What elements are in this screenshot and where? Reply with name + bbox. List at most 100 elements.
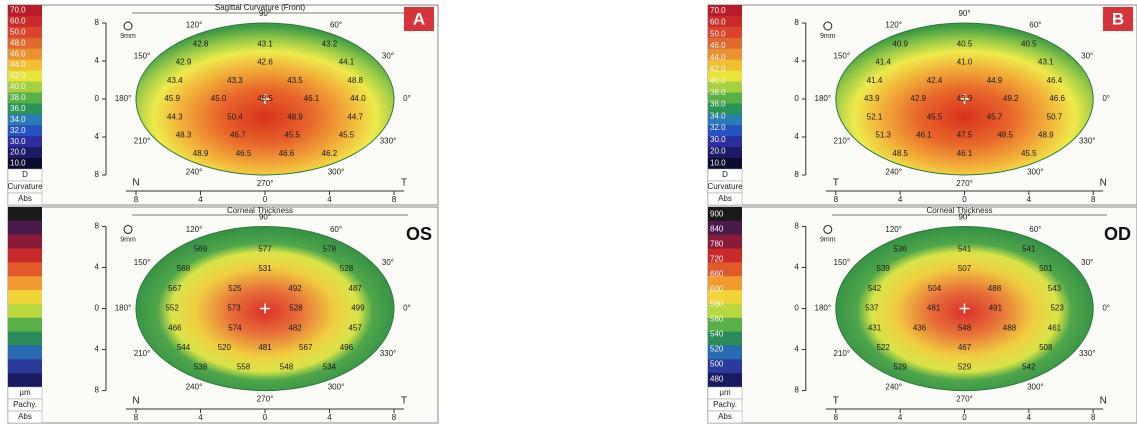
scale-footer-label: Abs bbox=[18, 412, 32, 421]
panel-label: A bbox=[413, 9, 425, 28]
y-tick-label: 4 bbox=[95, 345, 100, 354]
angle-label: 0° bbox=[403, 94, 411, 103]
zoom-label: 9mm bbox=[120, 33, 136, 40]
scale-swatch bbox=[708, 70, 742, 83]
side-label: T bbox=[833, 178, 839, 189]
x-tick-label: 0 bbox=[263, 413, 268, 422]
y-tick-label: 8 bbox=[794, 18, 799, 27]
angle-label: 90° bbox=[259, 213, 271, 222]
scale-label: 60.0 bbox=[10, 17, 26, 26]
scale-label: 10.0 bbox=[710, 158, 726, 167]
map-value: 50.7 bbox=[1047, 112, 1063, 121]
scale-swatch bbox=[708, 373, 742, 388]
y-tick-label: 8 bbox=[95, 170, 100, 179]
map-value: 548 bbox=[280, 363, 294, 372]
scale-swatch bbox=[708, 81, 742, 93]
map-value: 52.1 bbox=[867, 112, 883, 121]
map-value: 492 bbox=[288, 284, 302, 293]
angle-label: 270° bbox=[956, 395, 973, 404]
angle-label: 150° bbox=[834, 258, 851, 267]
x-tick-label: 4 bbox=[327, 413, 332, 422]
x-tick-label: 8 bbox=[1091, 413, 1096, 422]
map-value: 578 bbox=[323, 245, 337, 254]
x-tick-label: 0 bbox=[263, 195, 268, 204]
scale-label: 70.0 bbox=[10, 6, 26, 15]
angle-label: 240° bbox=[186, 383, 203, 392]
map-value: 41.4 bbox=[875, 58, 891, 67]
map-value: 48.5 bbox=[997, 131, 1013, 140]
y-tick-label: 4 bbox=[794, 132, 799, 141]
x-tick-label: 4 bbox=[898, 413, 903, 422]
map-value: 539 bbox=[877, 264, 891, 273]
panel-badge bbox=[1103, 7, 1133, 31]
scale-swatch bbox=[8, 234, 42, 250]
scale-label: 660 bbox=[710, 270, 724, 279]
map-value: 43.4 bbox=[167, 76, 183, 85]
map-value: 534 bbox=[323, 363, 337, 372]
scale-footer-label: µm bbox=[19, 388, 31, 397]
angle-label: 0° bbox=[403, 304, 411, 313]
map-value: 496 bbox=[340, 343, 354, 352]
scale-swatch bbox=[8, 331, 42, 346]
angle-label: 330° bbox=[1079, 349, 1096, 358]
map-value: 45.9 bbox=[164, 94, 180, 103]
map-value: 46.1 bbox=[957, 149, 973, 158]
map-value: 577 bbox=[258, 245, 272, 254]
scale-swatch bbox=[708, 303, 742, 319]
map-value: 42.9 bbox=[176, 58, 192, 67]
scale-label: 34.0 bbox=[710, 111, 726, 120]
scale-footer-label: Pachy. bbox=[713, 400, 737, 409]
angle-label: 30° bbox=[1081, 258, 1093, 267]
zoom-icon bbox=[823, 224, 833, 234]
side-label: T bbox=[833, 396, 839, 407]
scale-footer-cell bbox=[7, 410, 43, 424]
x-tick-label: 4 bbox=[898, 195, 903, 204]
map-value: 43.2 bbox=[322, 39, 338, 48]
map-value: 431 bbox=[868, 323, 882, 332]
map-value: 46.4 bbox=[1047, 76, 1063, 85]
scale-label: 30.0 bbox=[10, 137, 26, 146]
scale-swatch bbox=[708, 26, 742, 39]
map-value: 43.1 bbox=[1038, 58, 1054, 67]
scale-label: 50.0 bbox=[710, 29, 726, 38]
angle-label: 270° bbox=[956, 179, 973, 188]
map-value: 501 bbox=[1039, 264, 1053, 273]
angle-label: 150° bbox=[834, 52, 851, 61]
map-value: 44.7 bbox=[347, 112, 363, 121]
angle-label: 120° bbox=[186, 225, 203, 234]
eye-label: OD bbox=[1104, 224, 1131, 244]
scale-label: 30.0 bbox=[710, 135, 726, 144]
map-value: 573 bbox=[227, 304, 241, 313]
scale-label: 44.0 bbox=[710, 53, 726, 62]
map-value: 481 bbox=[258, 343, 272, 352]
scale-swatch bbox=[708, 48, 742, 61]
map-value: 543 bbox=[1048, 284, 1062, 293]
scale-swatch bbox=[8, 114, 42, 126]
angle-label: 30° bbox=[382, 52, 394, 61]
scale-swatch bbox=[8, 92, 42, 104]
map-value: 487 bbox=[348, 284, 362, 293]
y-tick-label: 4 bbox=[95, 56, 100, 65]
side-label: T bbox=[401, 178, 407, 189]
scale-label: 560 bbox=[710, 315, 724, 324]
map-title: Corneal Thickness bbox=[227, 206, 293, 215]
map-value: 44.1 bbox=[339, 58, 355, 67]
x-tick-label: 8 bbox=[392, 195, 397, 204]
scale-swatch bbox=[708, 15, 742, 28]
map-value: 48.5 bbox=[257, 94, 273, 103]
map-value: 548 bbox=[958, 323, 972, 332]
scale-swatch bbox=[708, 103, 742, 115]
map-value: 542 bbox=[868, 284, 882, 293]
x-tick-label: 8 bbox=[134, 413, 139, 422]
angle-label: 210° bbox=[834, 349, 851, 358]
map-value: 40.5 bbox=[1021, 39, 1037, 48]
map-value: 48.9 bbox=[287, 112, 303, 121]
y-tick-label: 4 bbox=[794, 56, 799, 65]
scale-swatch bbox=[8, 317, 42, 333]
map-value: 558 bbox=[237, 363, 251, 372]
map-value: 45.7 bbox=[987, 112, 1003, 121]
scale-swatch bbox=[8, 103, 42, 115]
scale-label: 600 bbox=[710, 285, 724, 294]
map-value: 531 bbox=[258, 264, 272, 273]
scale-label: 520 bbox=[710, 345, 724, 354]
